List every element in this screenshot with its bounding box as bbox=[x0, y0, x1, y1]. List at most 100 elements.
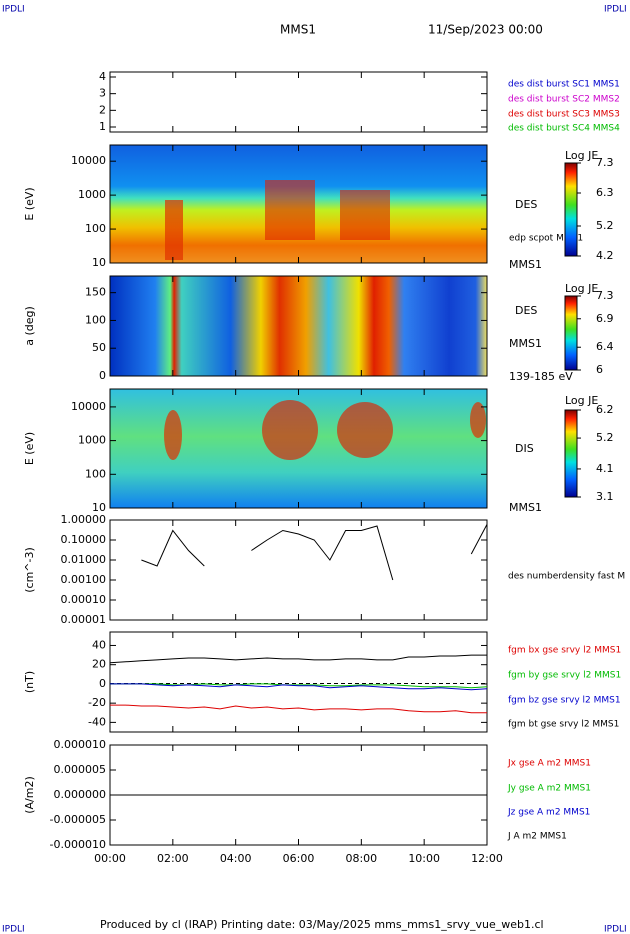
spectrogram-image bbox=[340, 190, 390, 240]
y-axis-label: a (deg) bbox=[23, 306, 36, 346]
panel-annotation: edp scpot MMS1 bbox=[509, 234, 583, 244]
panel-frame bbox=[109, 519, 488, 621]
x-tick-label: 12:00 bbox=[471, 852, 503, 865]
y-tick-label: 0.00001 bbox=[61, 613, 107, 626]
panel-annotation: DIS bbox=[515, 442, 534, 455]
corner-label: IPDLI bbox=[2, 5, 25, 15]
series-line bbox=[141, 524, 488, 581]
colorbar-tick-label: 5.2 bbox=[596, 431, 614, 444]
date: 11/Sep/2023 00:00 bbox=[428, 23, 543, 37]
y-tick-label: 4 bbox=[99, 70, 106, 83]
corner-label: IPDLI bbox=[604, 925, 627, 934]
panel-annotation: 139-185 eV bbox=[509, 370, 573, 383]
y-tick-label: 0.000010 bbox=[54, 738, 107, 751]
y-tick-label: 40 bbox=[92, 638, 106, 651]
corner-label: IPDLI bbox=[2, 925, 25, 934]
spectrogram-image bbox=[165, 200, 183, 260]
y-tick-label: 100 bbox=[85, 222, 106, 235]
legend-label: des dist burst SC2 MMS2 bbox=[508, 95, 620, 105]
colorbar-tick-label: 6.4 bbox=[596, 340, 614, 353]
y-axis-label: E (eV) bbox=[23, 432, 36, 465]
panel-annotation: DES bbox=[515, 198, 537, 211]
spectrogram-image bbox=[110, 276, 487, 376]
legend-label: fgm bx gse srvy l2 MMS1 bbox=[508, 646, 621, 656]
spectrogram-image bbox=[164, 410, 182, 460]
legend-label: fgm bz gse srvy l2 MMS1 bbox=[508, 696, 621, 706]
spectrogram-image bbox=[337, 402, 393, 458]
legend-label: des dist burst SC4 MMS4 bbox=[508, 124, 620, 134]
colorbar-tick-label: 7.3 bbox=[596, 289, 614, 302]
y-tick-label: 0.01000 bbox=[61, 553, 107, 566]
y-tick-label: -40 bbox=[88, 715, 106, 728]
colorbar-tick-label: 6.9 bbox=[596, 312, 614, 325]
y-tick-label: 0.00100 bbox=[61, 573, 107, 586]
y-tick-label: 150 bbox=[85, 286, 106, 299]
y-tick-label: 0.000000 bbox=[54, 788, 107, 801]
corner-label: IPDLI bbox=[604, 5, 627, 15]
colorbar bbox=[564, 295, 578, 371]
legend-label: Jz gse A m2 MMS1 bbox=[507, 808, 590, 818]
y-tick-label: 1000 bbox=[78, 188, 106, 201]
y-axis-label: (nT) bbox=[23, 671, 36, 693]
colorbar bbox=[564, 409, 578, 498]
spectrogram-image bbox=[470, 402, 486, 438]
colorbar-tick-label: 7.3 bbox=[596, 156, 614, 169]
series-line bbox=[110, 704, 487, 714]
x-tick-label: 06:00 bbox=[283, 852, 315, 865]
legend-label: Jy gse A m2 MMS1 bbox=[507, 784, 591, 794]
legend-label: Jx gse A m2 MMS1 bbox=[507, 759, 591, 769]
x-tick-label: 04:00 bbox=[220, 852, 252, 865]
footer: Produced by cl (IRAP) Printing date: 03/… bbox=[100, 918, 544, 931]
colorbar-tick-label: 3.1 bbox=[596, 490, 614, 503]
panel-annotation: MMS1 bbox=[509, 501, 542, 514]
y-tick-label: 0 bbox=[99, 369, 106, 382]
panel-annotation: DES bbox=[515, 304, 537, 317]
y-tick-label: 0.10000 bbox=[61, 533, 107, 546]
y-tick-label: 1000 bbox=[78, 434, 106, 447]
x-tick-label: 10:00 bbox=[408, 852, 440, 865]
y-tick-label: -0.000010 bbox=[50, 838, 106, 851]
x-tick-label: 08:00 bbox=[345, 852, 377, 865]
spectrogram-image bbox=[265, 180, 315, 240]
y-tick-label: 10 bbox=[92, 256, 106, 269]
spacecraft: MMS1 bbox=[280, 23, 316, 37]
series-line bbox=[109, 654, 487, 664]
legend-label: fgm bt gse srvy l2 MMS1 bbox=[508, 720, 619, 730]
x-tick-label: 02:00 bbox=[157, 852, 189, 865]
legend-label: J A m2 MMS1 bbox=[507, 832, 567, 842]
y-tick-label: 1 bbox=[99, 120, 106, 133]
y-axis-label: E (eV) bbox=[23, 187, 36, 220]
colorbar-tick-label: 6.3 bbox=[596, 186, 614, 199]
colorbar-title: Log JE bbox=[565, 394, 598, 407]
y-axis-label: (cm^-3) bbox=[23, 547, 36, 593]
legend-label: des numberdensity fast M bbox=[508, 572, 625, 582]
y-axis-label: (A/m2) bbox=[23, 776, 36, 814]
legend-label: des dist burst SC3 MMS3 bbox=[508, 110, 620, 120]
colorbar-tick-label: 5.2 bbox=[596, 219, 614, 232]
y-tick-label: 50 bbox=[92, 341, 106, 354]
legend-label: fgm by gse srvy l2 MMS1 bbox=[508, 671, 621, 681]
colorbar-tick-label: 6 bbox=[596, 363, 603, 376]
spectrogram-image bbox=[262, 400, 318, 460]
y-tick-label: 3 bbox=[99, 87, 106, 100]
x-tick-label: 00:00 bbox=[94, 852, 126, 865]
y-tick-label: 100 bbox=[85, 313, 106, 326]
panel-frame bbox=[109, 631, 488, 733]
y-tick-label: 0 bbox=[99, 677, 106, 690]
y-tick-label: 10000 bbox=[71, 400, 106, 413]
y-tick-label: 10000 bbox=[71, 154, 106, 167]
colorbar-title: Log JE bbox=[565, 149, 598, 162]
panel-annotation: MMS1 bbox=[509, 337, 542, 350]
colorbar-title: Log JE bbox=[565, 282, 598, 295]
y-tick-label: 0.00010 bbox=[61, 593, 107, 606]
y-tick-label: 100 bbox=[85, 467, 106, 480]
series-line bbox=[110, 683, 488, 691]
y-tick-label: 0.000005 bbox=[54, 763, 107, 776]
y-tick-label: -0.000005 bbox=[50, 813, 106, 826]
y-tick-label: 2 bbox=[99, 103, 106, 116]
colorbar-tick-label: 4.2 bbox=[596, 249, 614, 262]
panel-frame bbox=[109, 71, 488, 133]
y-tick-label: 10 bbox=[92, 501, 106, 514]
y-tick-label: 20 bbox=[92, 658, 106, 671]
